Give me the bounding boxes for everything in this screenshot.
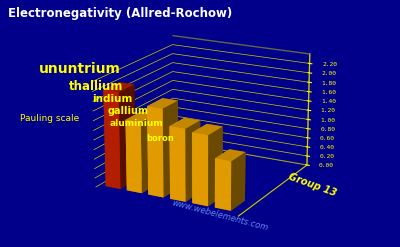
Text: boron: boron [146,134,174,143]
Text: Electronegativity (Allred-Rochow): Electronegativity (Allred-Rochow) [8,7,232,21]
Text: Group 13: Group 13 [287,172,337,199]
Text: gallium: gallium [108,106,148,116]
Text: ununtrium: ununtrium [39,62,121,76]
Text: aluminium: aluminium [109,119,163,128]
Text: thallium: thallium [69,80,123,93]
Text: www.webelements.com: www.webelements.com [171,198,269,232]
Text: Pauling scale: Pauling scale [20,114,79,123]
Text: indium: indium [92,94,132,104]
